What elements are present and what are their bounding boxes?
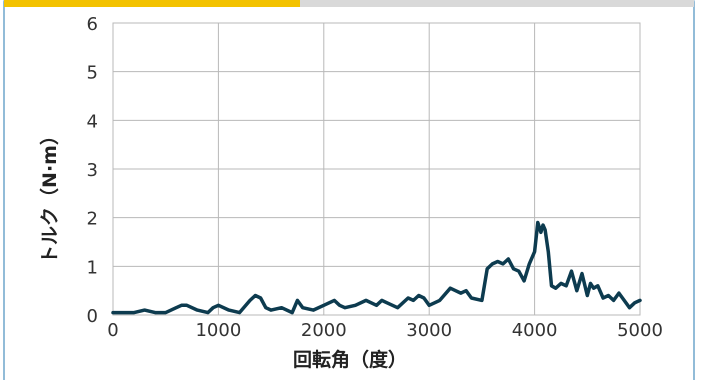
header-tab-right [300, 0, 694, 7]
x-tick-label-4: 4000 [512, 320, 558, 341]
y-tick-label-6: 6 [87, 14, 98, 35]
header-tab-left [4, 0, 300, 7]
y-ticks: 0 1 2 3 4 5 6 [87, 14, 98, 327]
x-axis-label: 回転角（度） [293, 348, 407, 371]
grid [112, 22, 641, 316]
y-tick-label-3: 3 [87, 160, 98, 181]
x-tick-label-1: 1000 [195, 320, 241, 341]
plot-area [112, 22, 641, 316]
y-tick-label-2: 2 [87, 209, 98, 230]
chart-frame [3, 0, 695, 380]
y-tick-label-4: 4 [87, 111, 98, 132]
x-tick-label-0: 0 [107, 320, 118, 341]
x-tick-label-3: 3000 [406, 320, 452, 341]
x-tick-label-5: 5000 [617, 320, 663, 341]
y-tick-label-0: 0 [87, 306, 98, 327]
x-ticks: 0 1000 2000 3000 4000 5000 [107, 320, 663, 341]
y-tick-label-1: 1 [87, 257, 98, 278]
y-tick-label-5: 5 [87, 63, 98, 84]
y-axis-label: トルク（N·m） [38, 126, 61, 264]
series-line-0 [111, 220, 642, 315]
x-tick-label-2: 2000 [301, 320, 347, 341]
series-layer [111, 220, 642, 315]
